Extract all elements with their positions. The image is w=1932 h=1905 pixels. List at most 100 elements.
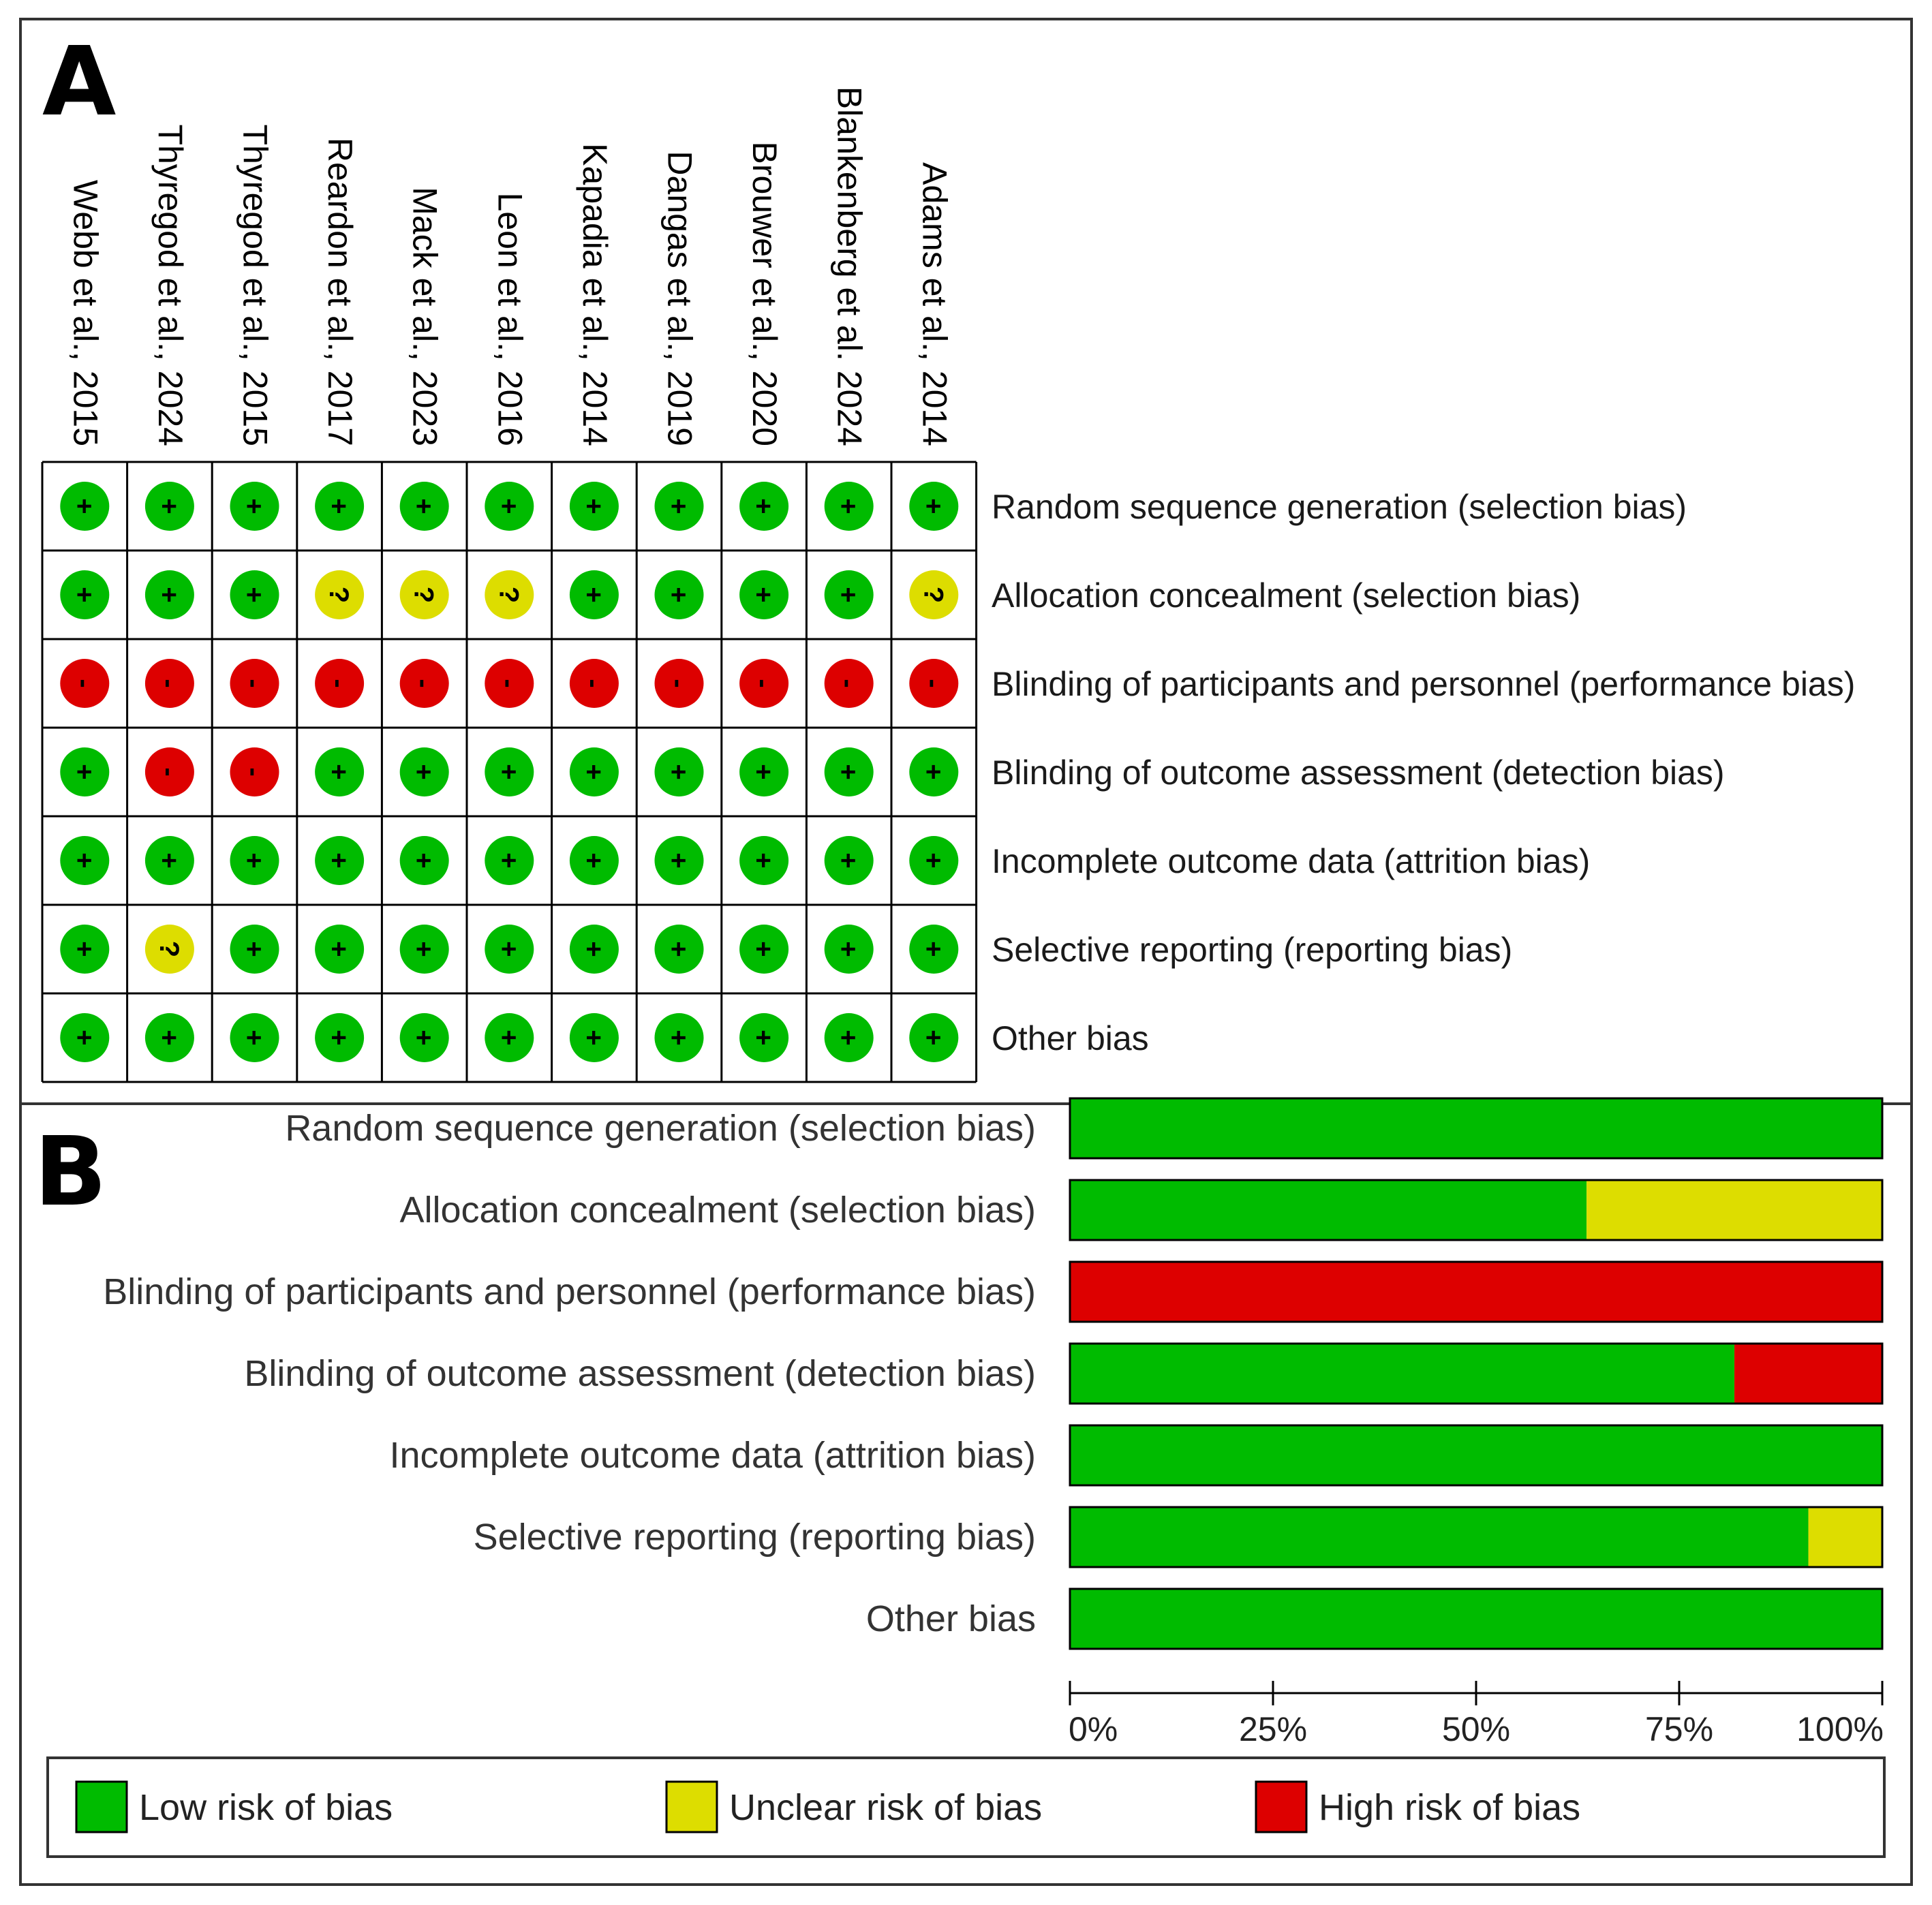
judgement-dot-low xyxy=(399,836,449,885)
judgement-dot-high xyxy=(315,659,365,708)
judgement-symbol: + xyxy=(409,852,439,868)
judgement-dot-low xyxy=(569,836,619,885)
judgement-symbol: - xyxy=(154,679,184,687)
judgement-dot-low xyxy=(399,747,449,796)
bar-category-label: Allocation concealment (selection bias) xyxy=(400,1190,1036,1230)
judgement-symbol: + xyxy=(239,587,269,602)
judgement-dot-low xyxy=(824,747,874,796)
bar-segment-low xyxy=(1070,1425,1882,1485)
judgement-dot-low xyxy=(739,482,789,531)
bar-outline xyxy=(1069,1179,1884,1241)
judgement-dot-unclear xyxy=(315,570,365,619)
judgement-symbol: + xyxy=(579,941,609,957)
judgement-dot-low xyxy=(144,1013,194,1062)
judgement-symbol: + xyxy=(324,1029,354,1045)
judgement-dot-low xyxy=(230,836,279,885)
judgement-symbol: + xyxy=(324,498,354,514)
judgement-symbol: + xyxy=(493,1029,523,1045)
judgement-symbol: - xyxy=(579,679,609,687)
judgement-symbol: + xyxy=(579,587,609,602)
bar-segment-low xyxy=(1070,1180,1587,1240)
x-tick-label: 100% xyxy=(1796,1710,1884,1748)
judgement-dot-low xyxy=(824,1013,874,1062)
judgement-symbol: ? xyxy=(324,587,354,603)
judgement-symbol: - xyxy=(664,679,694,687)
study-label: Brouwer et al., 2020 xyxy=(746,142,784,447)
judgement-dot-low xyxy=(824,570,874,619)
judgement-dot-high xyxy=(399,659,449,708)
judgement-dot-low xyxy=(824,836,874,885)
judgement-symbol: + xyxy=(154,587,184,602)
judgement-dot-low xyxy=(569,570,619,619)
x-tick-label: 50% xyxy=(1442,1710,1510,1748)
x-tick-label: 25% xyxy=(1239,1710,1307,1748)
bar-segment-low xyxy=(1070,1098,1882,1158)
domain-label: Random sequence generation (selection bi… xyxy=(992,488,1687,526)
judgement-symbol: + xyxy=(69,587,99,602)
judgement-symbol: - xyxy=(239,679,269,687)
bar-segment-low xyxy=(1070,1589,1882,1649)
judgement-symbol: + xyxy=(748,941,778,957)
judgement-symbol: - xyxy=(69,679,99,687)
domain-label: Other bias xyxy=(992,1019,1149,1057)
judgement-symbol: + xyxy=(409,498,439,514)
judgement-dot-high xyxy=(739,659,789,708)
judgement-dot-low xyxy=(399,925,449,974)
judgement-dot-low xyxy=(739,925,789,974)
judgement-symbol: + xyxy=(409,1029,439,1045)
judgement-dot-low xyxy=(485,1013,534,1062)
judgement-dot-low xyxy=(60,1013,110,1062)
judgement-symbol: + xyxy=(154,498,184,514)
study-label: Webb et al., 2015 xyxy=(66,180,104,446)
judgement-dot-low xyxy=(230,925,279,974)
judgement-dot-high xyxy=(144,747,194,796)
judgement-dot-low xyxy=(739,836,789,885)
judgement-dot-high xyxy=(654,659,704,708)
judgement-symbol: + xyxy=(918,764,948,779)
judgement-dot-high xyxy=(144,659,194,708)
judgement-dot-low xyxy=(824,925,874,974)
judgement-symbol: + xyxy=(833,941,863,957)
bar-outline xyxy=(1069,1424,1884,1487)
legend-swatch-unclear xyxy=(665,1780,718,1833)
judgement-dot-low xyxy=(654,482,704,531)
judgement-dot-low xyxy=(144,836,194,885)
judgement-symbol: + xyxy=(324,764,354,779)
judgement-symbol: + xyxy=(664,764,694,779)
bar-segment-unclear xyxy=(1586,1180,1882,1240)
judgement-dot-low xyxy=(144,570,194,619)
judgement-symbol: + xyxy=(579,1029,609,1045)
bar-category-label: Blinding of outcome assessment (detectio… xyxy=(244,1353,1036,1394)
judgement-dot-low xyxy=(144,482,194,531)
study-label: Mack et al., 2023 xyxy=(406,187,444,446)
panel-a-label: A xyxy=(42,27,116,138)
judgement-dot-low xyxy=(315,925,365,974)
judgement-dot-unclear xyxy=(144,925,194,974)
judgement-dot-low xyxy=(569,747,619,796)
judgement-symbol: - xyxy=(748,679,778,687)
judgement-symbol: ? xyxy=(493,587,523,603)
judgement-symbol: - xyxy=(239,767,269,776)
judgement-dot-low xyxy=(654,1013,704,1062)
judgement-dot-low xyxy=(485,482,534,531)
judgement-symbol: + xyxy=(154,1029,184,1045)
judgement-symbol: + xyxy=(833,587,863,602)
judgement-dot-high xyxy=(569,659,619,708)
judgement-symbol: - xyxy=(154,767,184,776)
panel-a-summary: Webb et al., 2015 Thyregod et al., 2024 Th… xyxy=(41,87,1855,1083)
judgement-symbol: + xyxy=(579,852,609,868)
judgement-dot-high xyxy=(909,659,959,708)
judgement-dot-unclear xyxy=(909,570,959,619)
judgement-symbol: + xyxy=(918,941,948,957)
study-label: Kapadia et al., 2014 xyxy=(576,143,614,446)
judgement-dot-low xyxy=(399,1013,449,1062)
judgement-symbol: + xyxy=(493,498,523,514)
judgement-dot-low xyxy=(569,482,619,531)
judgement-dot-low xyxy=(230,1013,279,1062)
legend-label: High risk of bias xyxy=(1319,1787,1580,1828)
judgement-dot-low xyxy=(824,482,874,531)
judgement-symbol: + xyxy=(833,764,863,779)
domain-label: Allocation concealment (selection bias) xyxy=(992,576,1580,615)
domain-label: Blinding of participants and personnel (… xyxy=(992,665,1855,703)
legend-swatch-low xyxy=(75,1780,128,1833)
